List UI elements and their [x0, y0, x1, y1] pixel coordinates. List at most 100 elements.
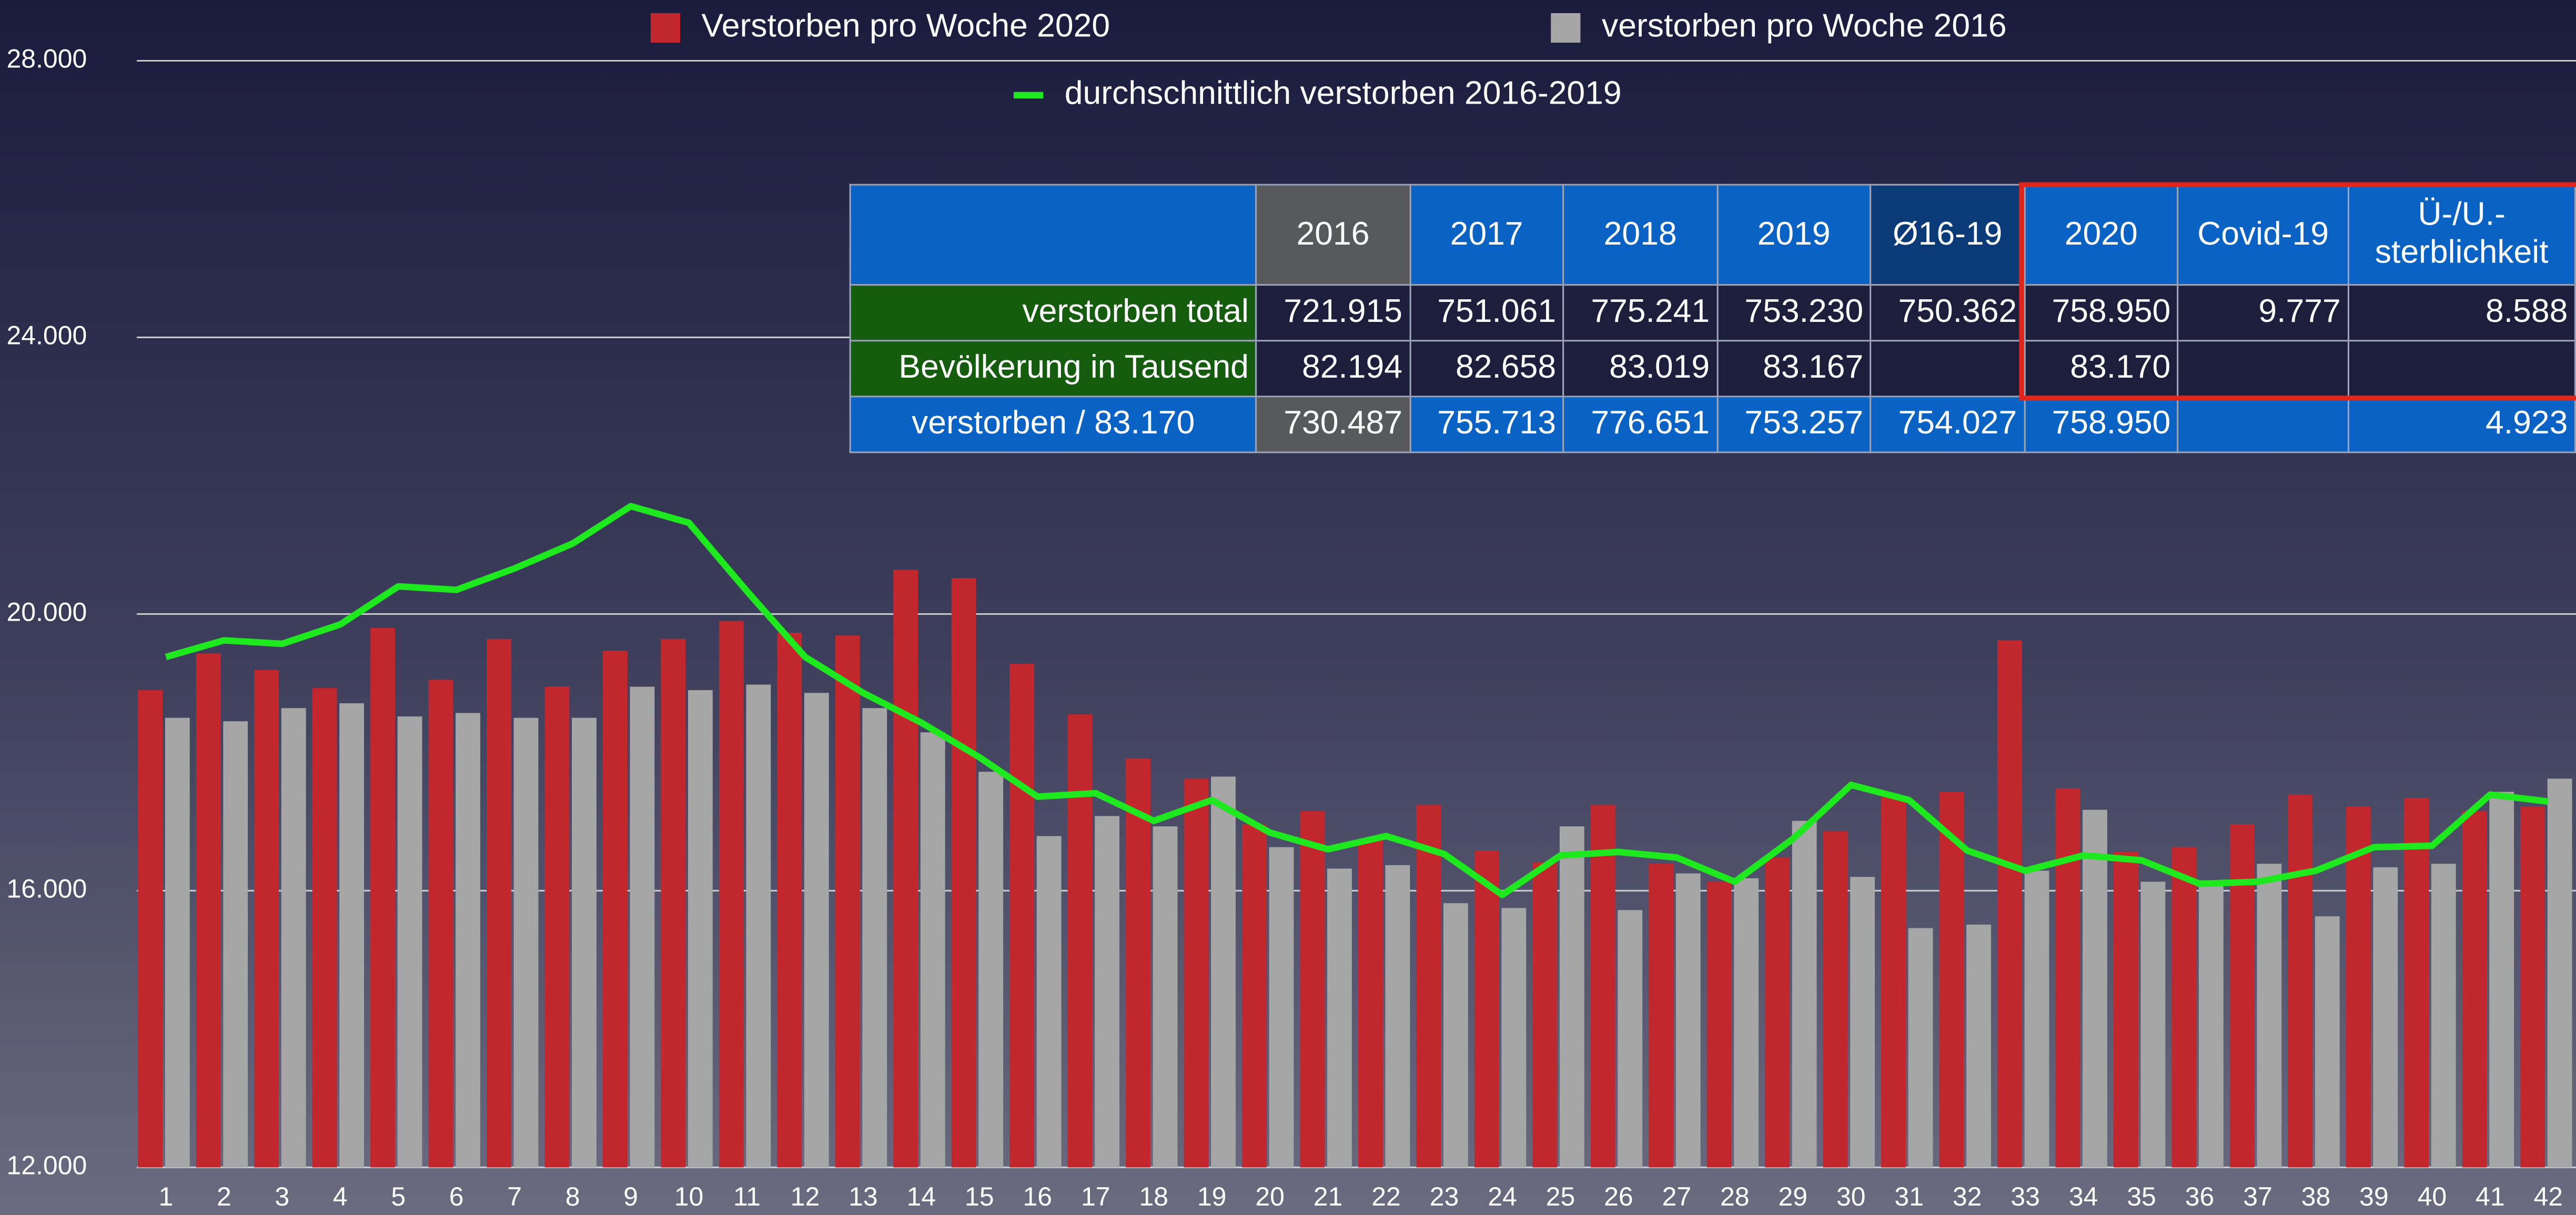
bar	[2489, 792, 2514, 1168]
bar	[1009, 664, 1035, 1168]
x-tick-label: 19	[1197, 1182, 1227, 1211]
bar	[920, 732, 945, 1168]
bar	[661, 639, 686, 1168]
bar	[254, 670, 279, 1168]
table-cell: 83.167	[1716, 340, 1872, 398]
header-cell: Ü-/U.-sterblichkeit	[2347, 184, 2576, 286]
header-cell: Ø16-19	[1870, 184, 2025, 286]
table-cell: 82.658	[1409, 340, 1564, 398]
line	[165, 503, 2549, 898]
legend-label: Verstorben pro Woche 2020	[702, 7, 1110, 44]
bar	[1908, 928, 1933, 1168]
bar	[804, 693, 829, 1168]
x-tick-label: 38	[2301, 1182, 2331, 1211]
x-tick-label: 35	[2127, 1182, 2156, 1211]
bar	[2288, 794, 2313, 1168]
row-label: verstorben total	[849, 284, 1257, 342]
bar	[1211, 776, 1236, 1168]
bar	[862, 708, 887, 1168]
bar	[1358, 838, 1383, 1168]
x-tick-label: 4	[333, 1182, 348, 1211]
table-cell: 83.019	[1562, 340, 1718, 398]
bar	[1997, 640, 2022, 1168]
bar	[1792, 821, 1817, 1168]
bar	[978, 772, 1004, 1168]
bar	[2229, 824, 2255, 1168]
bar	[312, 688, 337, 1168]
bar	[2431, 864, 2456, 1168]
bar	[602, 651, 628, 1168]
bar	[1385, 865, 1410, 1168]
bar	[1734, 878, 1759, 1168]
x-tick-label: 20	[1255, 1182, 1285, 1211]
bar	[456, 713, 480, 1168]
y-tick-label: 24.000	[6, 321, 87, 350]
bar	[1269, 847, 1294, 1168]
table-cell: 9.777	[2177, 284, 2349, 342]
x-tick-label: 27	[1662, 1182, 1692, 1211]
bar	[1618, 910, 1643, 1168]
x-tick-label: 17	[1081, 1182, 1110, 1211]
x-tick-label: 22	[1371, 1182, 1401, 1211]
table-cell	[2177, 396, 2349, 453]
x-tick-label: 9	[623, 1182, 638, 1211]
x-tick-label: 28	[1720, 1182, 1750, 1211]
bar	[1559, 826, 1584, 1168]
x-tick-label: 5	[391, 1182, 406, 1211]
bar	[2462, 811, 2487, 1168]
y-tick-label: 28.000	[6, 44, 87, 74]
bar	[513, 717, 539, 1168]
header-cell: 2018	[1562, 184, 1718, 286]
table-cell: 8.588	[2347, 284, 2576, 342]
x-tick-label: 3	[275, 1182, 289, 1211]
table-cell	[1870, 340, 2025, 398]
bar	[1184, 778, 1209, 1168]
x-tick-label: 8	[565, 1182, 580, 1211]
bar	[370, 627, 395, 1168]
x-tick-label: 30	[1836, 1182, 1866, 1211]
bar	[1823, 831, 1848, 1168]
y-tick-label: 16.000	[6, 874, 87, 904]
bar	[397, 716, 422, 1168]
x-tick-label: 2	[217, 1182, 231, 1211]
bar	[2024, 870, 2049, 1168]
table-cell: 751.061	[1409, 284, 1564, 342]
x-tick-label: 41	[2476, 1182, 2505, 1211]
x-tick-label: 1	[158, 1182, 173, 1211]
y-tick-label: 20.000	[6, 598, 87, 627]
bar	[1850, 877, 1875, 1168]
table-cell: 776.651	[1562, 396, 1718, 453]
bar	[2198, 880, 2224, 1168]
bar	[2520, 806, 2545, 1168]
x-tick-label: 7	[507, 1182, 522, 1211]
bar	[2083, 809, 2107, 1168]
x-tick-label: 42	[2534, 1182, 2563, 1211]
table-cell: 83.170	[2023, 340, 2179, 398]
bar	[1474, 850, 1499, 1168]
bar	[1300, 811, 1325, 1168]
bar	[572, 717, 597, 1168]
x-tick-label: 11	[733, 1182, 761, 1211]
bar	[339, 703, 365, 1168]
x-tick-label: 33	[2011, 1182, 2040, 1211]
header-row: 2016 2017 2018 2019 Ø16-19 2020 Covid-19 Ü-/U.-…	[849, 184, 2576, 286]
bar	[2404, 798, 2429, 1168]
bar	[2315, 916, 2340, 1168]
x-tick-label: 26	[1604, 1182, 1633, 1211]
x-tick-label: 13	[848, 1182, 878, 1211]
x-tick-label: 24	[1488, 1182, 1517, 1211]
x-tick-label: 39	[2359, 1182, 2389, 1211]
bar	[1501, 908, 1527, 1168]
bar	[1706, 882, 1732, 1168]
bar	[2257, 864, 2282, 1168]
table-cell: 754.027	[1870, 396, 2025, 453]
x-tick-label: 12	[791, 1182, 820, 1211]
bar	[2346, 806, 2371, 1168]
bar	[428, 680, 453, 1168]
bar	[688, 690, 713, 1168]
bar	[138, 690, 163, 1168]
x-tick-label: 15	[965, 1182, 994, 1211]
table-cell: 730.487	[1255, 396, 1411, 453]
bar	[544, 686, 570, 1168]
bar	[1675, 873, 1701, 1168]
